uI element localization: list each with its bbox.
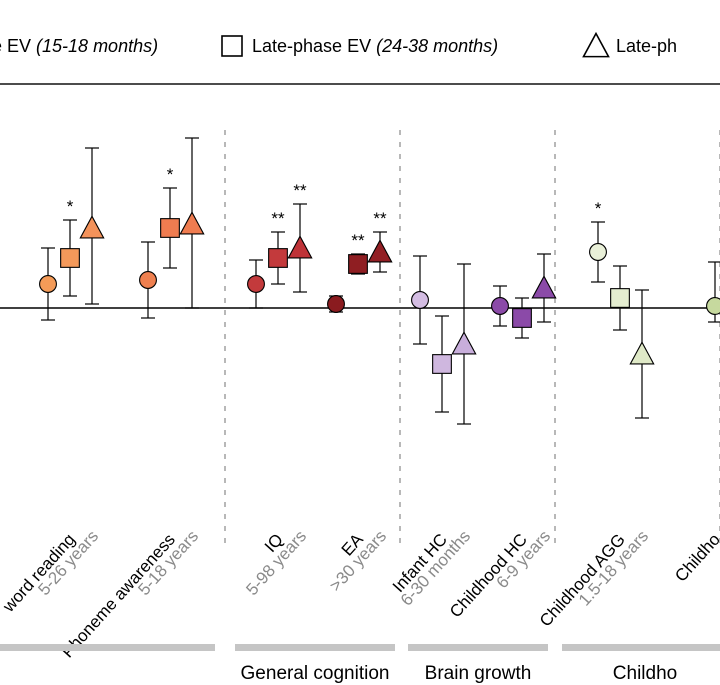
significance-marker: * (167, 165, 174, 184)
category-label: Brain growth (425, 663, 532, 684)
legend-label: Late-phase EV (24-38 months) (252, 36, 498, 56)
legend-item: Late-ph (584, 34, 678, 57)
significance-marker: ** (271, 209, 285, 228)
significance-marker: ** (373, 209, 387, 228)
significance-marker: ** (351, 231, 365, 250)
legend-label: Late-ph (616, 36, 677, 56)
significance-marker: ** (293, 181, 307, 200)
significance-marker: * (595, 199, 602, 218)
category-band (562, 644, 720, 651)
legend-item: Late-phase EV (24-38 months) (222, 36, 498, 56)
data-point (328, 296, 345, 313)
legend-item: e EV (15-18 months) (0, 36, 158, 56)
legend-label: e EV (15-18 months) (0, 36, 158, 56)
category-label: Childho (613, 663, 677, 684)
category-band (0, 644, 215, 651)
significance-marker: * (67, 197, 74, 216)
category-band (235, 644, 395, 651)
category-band (408, 644, 548, 651)
category-label: General cognition (241, 663, 390, 684)
